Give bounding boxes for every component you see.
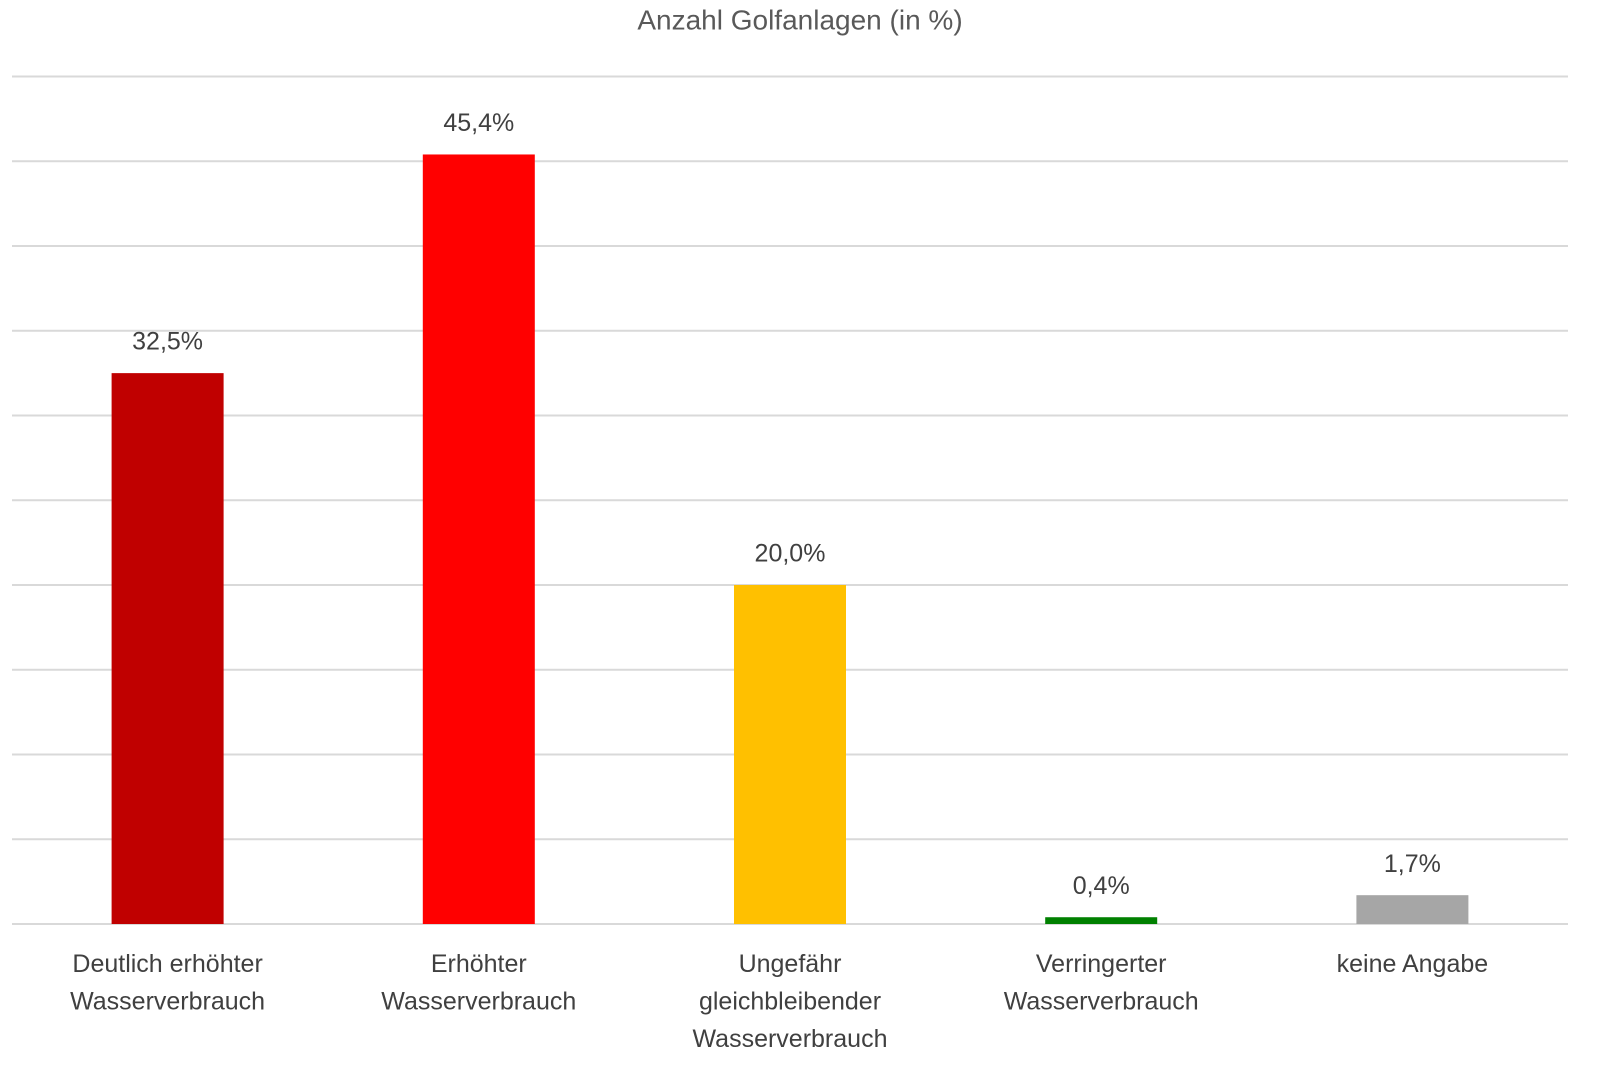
bar bbox=[111, 373, 224, 924]
bar bbox=[734, 585, 846, 924]
x-tick-label: Verringerter Wasserverbrauch bbox=[1004, 950, 1199, 1016]
data-label: 1,7% bbox=[1384, 850, 1441, 878]
x-tick-label-line: Deutlich erhöhter bbox=[72, 950, 262, 978]
x-tick-label-line: Wasserverbrauch bbox=[1004, 987, 1199, 1015]
bar bbox=[1045, 917, 1158, 924]
data-label: 20,0% bbox=[755, 540, 826, 568]
x-tick-label-line: gleichbleibender bbox=[699, 987, 881, 1015]
x-tick-label-line: keine Angabe bbox=[1337, 950, 1489, 978]
x-tick-label-line: Wasserverbrauch bbox=[693, 1025, 888, 1053]
x-tick-label-line: Verringerter bbox=[1036, 950, 1167, 978]
x-tick-label-line: Wasserverbrauch bbox=[70, 987, 265, 1015]
data-label: 32,5% bbox=[132, 328, 203, 356]
x-tick-label: Deutlich erhöhter Wasserverbrauch bbox=[70, 950, 265, 1016]
bar bbox=[422, 154, 535, 925]
x-tick-label: Erhöhter Wasserverbrauch bbox=[381, 950, 576, 1016]
x-tick-label-line: Erhöhter bbox=[431, 950, 527, 978]
chart-title: Anzahl Golfanlagen (in %) bbox=[637, 4, 962, 35]
x-tick-label: Ungefähr gleichbleibender Wasserverbrauch bbox=[693, 950, 888, 1053]
x-tick-label: keine Angabe bbox=[1337, 950, 1489, 978]
x-tick-label-line: Wasserverbrauch bbox=[381, 987, 576, 1015]
data-label: 0,4% bbox=[1073, 872, 1130, 900]
data-label: 45,4% bbox=[443, 109, 514, 137]
x-tick-label-line: Ungefähr bbox=[739, 950, 842, 978]
bar bbox=[1356, 895, 1469, 924]
